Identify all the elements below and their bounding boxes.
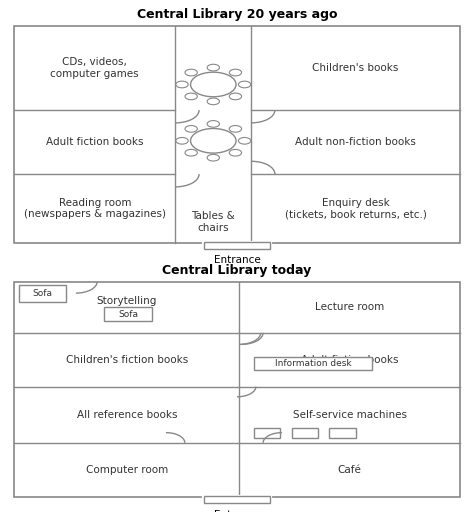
Text: Sofa: Sofa [118,310,138,319]
Circle shape [207,98,219,104]
Circle shape [176,137,188,144]
Text: All reference books: All reference books [76,410,177,420]
Bar [329,428,356,438]
Bar [204,496,270,503]
Text: Adult fiction books: Adult fiction books [46,137,144,147]
Circle shape [207,65,219,71]
Circle shape [185,150,197,156]
Circle shape [238,137,251,144]
Text: Sofa: Sofa [33,289,53,298]
Bar [254,428,280,438]
Text: Entrance: Entrance [214,255,260,266]
Circle shape [229,93,242,100]
Bar [204,243,270,249]
Bar [254,356,372,370]
Text: Information desk: Information desk [274,359,351,368]
Text: Enquiry desk
(tickets, book returns, etc.): Enquiry desk (tickets, book returns, etc… [284,198,427,220]
Text: Central Library today: Central Library today [163,264,311,276]
Circle shape [207,121,219,127]
Circle shape [229,69,242,76]
Text: Children's fiction books: Children's fiction books [66,355,188,365]
Text: Tables &
chairs: Tables & chairs [191,211,235,233]
Text: Café: Café [337,465,362,475]
Text: Children's books: Children's books [312,63,399,73]
Circle shape [207,155,219,161]
Text: Entrance: Entrance [214,510,260,512]
Text: Reading room
(newspapers & magazines): Reading room (newspapers & magazines) [24,198,166,220]
Text: Central Library 20 years ago: Central Library 20 years ago [137,8,337,20]
Circle shape [191,72,236,97]
Bar [14,26,460,243]
Circle shape [185,69,197,76]
Text: Storytelling
events: Storytelling events [97,296,157,318]
Circle shape [185,125,197,132]
Text: CDs, videos,
computer games: CDs, videos, computer games [51,57,139,79]
Text: Adult fiction books: Adult fiction books [301,355,398,365]
Circle shape [176,81,188,88]
Text: Adult non-fiction books: Adult non-fiction books [295,137,416,147]
Bar [292,428,318,438]
Bar [14,282,460,497]
Circle shape [229,150,242,156]
Circle shape [238,81,251,88]
Circle shape [191,129,236,153]
Bar [104,307,152,322]
Text: Lecture room: Lecture room [315,302,384,312]
Text: Computer room: Computer room [86,465,168,475]
Text: Self-service machines: Self-service machines [292,410,407,420]
Circle shape [185,93,197,100]
Bar [19,286,66,302]
Circle shape [229,125,242,132]
